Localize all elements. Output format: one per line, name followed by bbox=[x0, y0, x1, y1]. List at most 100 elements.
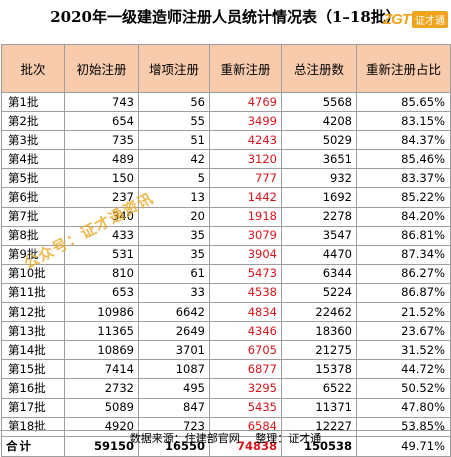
total-cell: 932 bbox=[281, 168, 357, 189]
ratio-cell: 50.52% bbox=[356, 378, 451, 399]
re-register-cell: 4346 bbox=[209, 321, 282, 342]
ratio-cell: 85.22% bbox=[356, 187, 451, 208]
initial-cell: 237 bbox=[64, 187, 139, 208]
header-ratio: 重新注册占比 bbox=[356, 44, 451, 93]
ratio-cell: 21.52% bbox=[356, 302, 451, 323]
batch-cell: 第4批 bbox=[1, 149, 65, 170]
batch-cell: 第18批 bbox=[1, 416, 65, 437]
header-additional: 增项注册 bbox=[138, 44, 210, 93]
additional-cell: 51 bbox=[138, 130, 210, 151]
additional-cell: 6642 bbox=[138, 302, 210, 323]
total-cell: 3651 bbox=[281, 149, 357, 170]
batch-cell: 第1批 bbox=[1, 91, 65, 113]
total-cell: 1692 bbox=[281, 187, 357, 208]
batch-cell: 第14批 bbox=[1, 340, 65, 361]
ratio-cell: 23.67% bbox=[356, 321, 451, 342]
additional-cell: 56 bbox=[138, 91, 210, 113]
additional-cell: 723 bbox=[138, 416, 210, 437]
re-register-cell: 3120 bbox=[209, 149, 282, 170]
ratio-cell: 53.85% bbox=[356, 416, 451, 437]
ratio-cell: 86.81% bbox=[356, 225, 451, 246]
total-cell: 5224 bbox=[281, 282, 357, 304]
table-row: 第8批 433 35 3079 3547 86.81% bbox=[1, 225, 451, 246]
header-re-register: 重新注册 bbox=[209, 44, 282, 93]
re-register-cell: 6584 bbox=[209, 416, 282, 437]
batch-cell: 第3批 bbox=[1, 130, 65, 151]
additional-cell: 35 bbox=[138, 244, 210, 265]
re-register-cell: 5435 bbox=[209, 397, 282, 418]
initial-cell: 340 bbox=[64, 206, 139, 227]
additional-cell: 35 bbox=[138, 225, 210, 246]
registration-table: 批次 初始注册 增项注册 重新注册 总注册数 重新注册占比 第1批 743 56 47… bbox=[1, 44, 451, 457]
initial-cell: 10869 bbox=[64, 340, 139, 361]
initial-cell: 7414 bbox=[64, 359, 139, 380]
batch-cell: 第15批 bbox=[1, 359, 65, 380]
total-cell: 21275 bbox=[281, 340, 357, 361]
page-title: 2020年一级建造师注册人员统计情况表（1–18批） bbox=[50, 8, 401, 26]
re-register-cell: 5473 bbox=[209, 263, 282, 284]
batch-cell: 第7批 bbox=[1, 206, 65, 227]
batch-cell: 第5批 bbox=[1, 168, 65, 189]
initial-cell: 654 bbox=[64, 111, 139, 132]
table-row: 第10批 810 61 5473 6344 86.27% bbox=[1, 263, 451, 284]
table-row: 第9批 531 35 3904 4470 87.34% bbox=[1, 244, 451, 265]
table-row: 第7批 340 20 1918 2278 84.20% bbox=[1, 206, 451, 227]
ratio-cell: 86.27% bbox=[356, 263, 451, 284]
ratio-cell: 83.15% bbox=[356, 111, 451, 132]
logo-text: 证才通 bbox=[412, 10, 448, 28]
initial-cell: 489 bbox=[64, 149, 139, 170]
batch-cell: 第6批 bbox=[1, 187, 65, 208]
re-register-cell: 3904 bbox=[209, 244, 282, 265]
table-row: 第2批 654 55 3499 4208 83.15% bbox=[1, 111, 451, 132]
source-line: 数据来源：住建部官网 整理：证才通 bbox=[0, 430, 451, 447]
initial-cell: 4920 bbox=[64, 416, 139, 437]
initial-cell: 10986 bbox=[64, 302, 139, 323]
table-row: 第17批 5089 847 5435 11371 47.80% bbox=[1, 397, 451, 418]
table-row: 第4批 489 42 3120 3651 85.46% bbox=[1, 149, 451, 170]
total-cell: 5568 bbox=[281, 91, 357, 113]
additional-cell: 1087 bbox=[138, 359, 210, 380]
ratio-cell: 84.20% bbox=[356, 206, 451, 227]
table-row: 第18批 4920 723 6584 12227 53.85% bbox=[1, 416, 451, 437]
re-register-cell: 3499 bbox=[209, 111, 282, 132]
re-register-cell: 3295 bbox=[209, 378, 282, 399]
logo-mark: ZGT bbox=[383, 10, 411, 28]
initial-cell: 11365 bbox=[64, 321, 139, 342]
ratio-cell: 83.37% bbox=[356, 168, 451, 189]
batch-cell: 第12批 bbox=[1, 302, 65, 323]
additional-cell: 20 bbox=[138, 206, 210, 227]
header-batch: 批次 bbox=[1, 44, 65, 93]
additional-cell: 495 bbox=[138, 378, 210, 399]
additional-cell: 5 bbox=[138, 168, 210, 189]
batch-cell: 第9批 bbox=[1, 244, 65, 265]
table-row: 第15批 7414 1087 6877 15378 44.72% bbox=[1, 359, 451, 380]
additional-cell: 847 bbox=[138, 397, 210, 418]
additional-cell: 61 bbox=[138, 263, 210, 284]
total-cell: 3547 bbox=[281, 225, 357, 246]
total-cell: 2278 bbox=[281, 206, 357, 227]
initial-cell: 5089 bbox=[64, 397, 139, 418]
table-row: 第16批 2732 495 3295 6522 50.52% bbox=[1, 378, 451, 399]
batch-cell: 第13批 bbox=[1, 321, 65, 342]
ratio-cell: 85.46% bbox=[356, 149, 451, 170]
table-body: 第1批 743 56 4769 5568 85.65% 第2批 654 55 3499 4208 83… bbox=[1, 91, 451, 437]
ratio-cell: 44.72% bbox=[356, 359, 451, 380]
re-register-cell: 1918 bbox=[209, 206, 282, 227]
initial-cell: 810 bbox=[64, 263, 139, 284]
initial-cell: 653 bbox=[64, 282, 139, 304]
total-cell: 12227 bbox=[281, 416, 357, 437]
total-cell: 18360 bbox=[281, 321, 357, 342]
batch-cell: 第10批 bbox=[1, 263, 65, 284]
source-label: 数据来源：住建部官网 bbox=[129, 432, 240, 445]
re-register-cell: 4834 bbox=[209, 302, 282, 323]
table-row: 第1批 743 56 4769 5568 85.65% bbox=[1, 91, 451, 113]
total-cell: 6344 bbox=[281, 263, 357, 284]
batch-cell: 第11批 bbox=[1, 282, 65, 304]
ratio-cell: 47.80% bbox=[356, 397, 451, 418]
ratio-cell: 86.87% bbox=[356, 282, 451, 304]
batch-cell: 第17批 bbox=[1, 397, 65, 418]
organizer-label: 整理：证才通 bbox=[255, 432, 322, 445]
batch-cell: 第8批 bbox=[1, 225, 65, 246]
header-total: 总注册数 bbox=[281, 44, 357, 93]
title-bar: 2020年一级建造师注册人员统计情况表（1–18批） ZGT 证才通 bbox=[0, 0, 451, 38]
